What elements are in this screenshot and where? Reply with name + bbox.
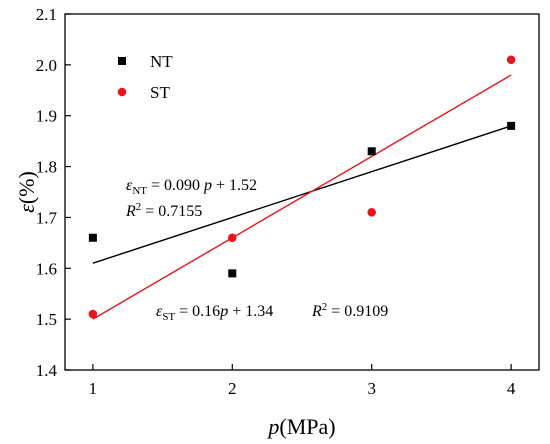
legend: NT ST [117, 52, 173, 102]
nt-fit-equation: εNT = 0.090 p + 1.52 [126, 177, 257, 197]
x-axis-ticks: 1 2 3 4 [89, 364, 516, 398]
y-tick-label: 1.5 [36, 310, 57, 329]
y-tick-label: 1.6 [36, 259, 57, 278]
y-tick-label: 1.9 [36, 107, 57, 126]
y-tick-label: 1.4 [36, 361, 58, 380]
y-axis-label: ε(%) [14, 171, 39, 213]
fit-line-nt [92, 125, 512, 264]
data-point-st [506, 55, 516, 65]
plot-area-frame [64, 13, 540, 371]
y-axis-ticks: 1.4 1.5 1.6 1.7 1.8 1.9 2.0 2.1 [36, 5, 71, 380]
data-point-st [367, 208, 377, 217]
x-tick-label: 3 [367, 379, 376, 398]
data-point-nt [88, 233, 97, 242]
st-fit-r-squared: R2 = 0.9109 [311, 301, 388, 320]
legend-marker-nt [118, 57, 126, 65]
fit-lines [92, 74, 512, 320]
x-axis-label: p(MPa) [266, 414, 335, 439]
nt-fit-r-squared: R2 = 0.7155 [125, 201, 202, 220]
data-point-nt [228, 269, 237, 278]
fit-line-st [92, 74, 512, 320]
data-point-nt [507, 121, 516, 130]
legend-label-nt: NT [150, 52, 173, 71]
data-points [88, 55, 516, 319]
x-tick-label: 2 [228, 379, 237, 398]
y-tick-label: 2.1 [36, 5, 57, 24]
legend-marker-st [117, 87, 127, 97]
y-tick-label: 1.8 [36, 158, 57, 177]
st-fit-equation: εST = 0.16p + 1.34 [156, 303, 273, 323]
legend-label-st: ST [150, 83, 170, 102]
x-tick-label: 1 [89, 379, 98, 398]
data-point-st [88, 309, 98, 319]
x-tick-label: 4 [507, 379, 516, 398]
data-point-nt [367, 147, 376, 156]
y-tick-label: 2.0 [36, 56, 57, 75]
y-tick-label: 1.7 [36, 208, 58, 227]
data-point-st [227, 233, 237, 243]
